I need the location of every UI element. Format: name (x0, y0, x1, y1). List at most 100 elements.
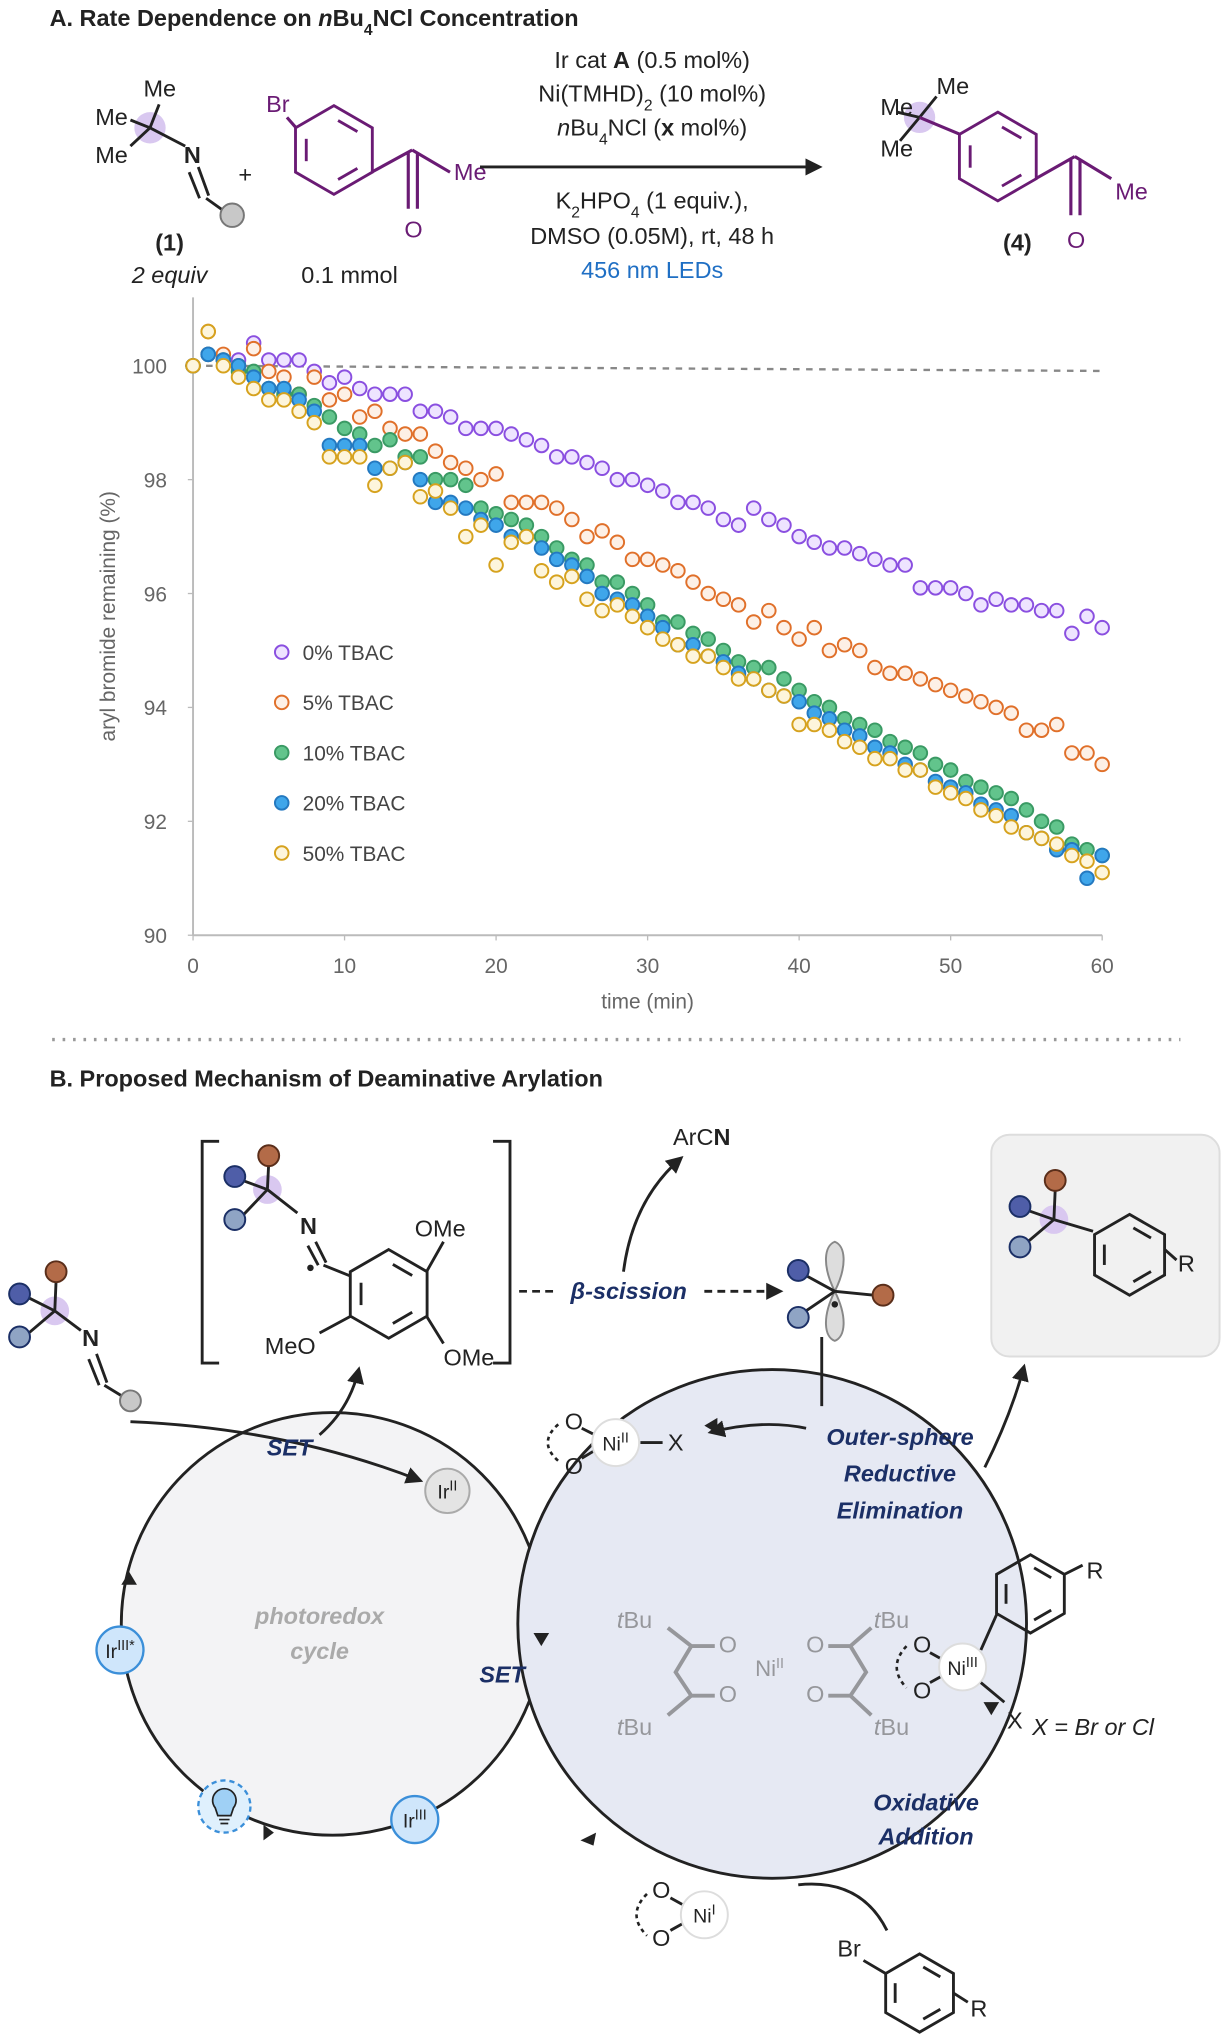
radical-intermediate (392, 1311, 413, 1325)
legend-marker (273, 694, 290, 711)
aryl-bromide (337, 167, 359, 181)
ni-tmhd: t (874, 1714, 882, 1740)
data-point (1003, 819, 1020, 835)
data-point (458, 420, 474, 437)
ni-ii-x (581, 1426, 596, 1460)
ni-ii-x: O (565, 1453, 583, 1479)
ni-ii-x: O (565, 1409, 583, 1435)
product-box: R (990, 1133, 1221, 1358)
ni-ii-x (591, 1418, 641, 1468)
product-box (1026, 1189, 1094, 1243)
aryl-bromide-mech (862, 1959, 969, 2004)
data-point (548, 574, 565, 590)
data-point (1048, 602, 1065, 619)
substrate (44, 1260, 68, 1284)
ni-ii-x: Ni (602, 1433, 620, 1455)
ni-tmhd: tBu (874, 1607, 909, 1633)
ni-i (635, 1892, 648, 1937)
data-point (1033, 602, 1050, 619)
data-point (670, 494, 686, 511)
data-point (685, 574, 701, 590)
conditions: x (661, 115, 674, 141)
reagent-1: (1) (155, 229, 184, 255)
y-tick-label: 92 (144, 811, 167, 834)
data-point (564, 511, 580, 528)
substrate (27, 1280, 82, 1335)
data-point (1048, 819, 1065, 835)
aryl-bromide: 0.1 mmol (301, 262, 398, 288)
conditions: Ni(TMHD)2 (10 mol%) (538, 81, 766, 115)
data-point (336, 420, 353, 437)
data-point (670, 637, 686, 653)
legend-label: 0% TBAC (303, 642, 394, 665)
data-point (548, 449, 565, 465)
data-point (624, 608, 641, 625)
legend-marker (273, 845, 290, 861)
conditions: (10 mol%) (653, 81, 766, 107)
legend-marker (273, 795, 290, 811)
conditions: K (556, 188, 572, 214)
data-point (200, 346, 216, 363)
data-point (973, 779, 989, 795)
ni-ii-x: NiII (602, 1430, 628, 1455)
data-point (1064, 745, 1080, 761)
ni-ii-x: O O NiII X (546, 1409, 807, 1479)
data-point (700, 585, 716, 602)
ir-ii: II (449, 1479, 457, 1495)
radical-intermediate: OMe (443, 1345, 494, 1371)
ni-iii (995, 1553, 1066, 1635)
data-point (867, 750, 883, 767)
product-box (1043, 1169, 1067, 1192)
data-point (1064, 625, 1080, 642)
data-point (700, 648, 716, 664)
data-point (685, 648, 701, 664)
data-point (791, 528, 807, 545)
section-b-title: B. Proposed Mechanism of Deaminative Ary… (50, 1066, 603, 1092)
ni-i (669, 1896, 683, 1932)
alkyl-radical (786, 1240, 895, 1407)
y-tick-label: 90 (144, 925, 167, 948)
ir-ii: IrII (437, 1479, 457, 1504)
data-point (715, 511, 732, 528)
ni-i: I (712, 1903, 716, 1919)
data-point (548, 551, 565, 568)
reagent-1: N (184, 142, 201, 168)
x-axis-label: time (min) (601, 990, 694, 1013)
data-point (503, 511, 519, 528)
conditions: Ni(TMHD) (538, 81, 644, 107)
data-point (245, 380, 262, 397)
radical-intermediate (306, 1241, 351, 1277)
data-point (351, 380, 368, 397)
data-point (518, 528, 535, 545)
data-point (1094, 756, 1110, 773)
data-point (942, 762, 959, 778)
series (185, 335, 1110, 642)
data-point (776, 671, 792, 687)
set-arrows: SET SET (130, 1366, 527, 1688)
product-box (1163, 1248, 1178, 1262)
section-a-title: A. Rate Dependence on nBu4NCl Concentrat… (50, 5, 579, 39)
product-box (1093, 1212, 1167, 1297)
aryl-bromide (337, 119, 359, 133)
product-4: Me (880, 94, 913, 120)
data-point (533, 540, 550, 556)
data-point (1064, 847, 1080, 864)
data-point (261, 363, 277, 380)
data-point (291, 403, 307, 420)
data-point (564, 449, 580, 465)
ni-iii: III (966, 1655, 978, 1671)
ni-iii: O (913, 1632, 931, 1658)
ni-ii-x (546, 1423, 560, 1462)
ir-iii: III (415, 1807, 427, 1823)
data-point (927, 779, 944, 795)
photoredox-label: photoredox (254, 1603, 385, 1629)
data-point (533, 437, 550, 454)
ni-tmhd: Bu (623, 1714, 652, 1740)
ni-ii-x (707, 1420, 807, 1438)
data-point (867, 551, 883, 568)
data-point (942, 682, 959, 699)
aryl-bromide: Br Me O 0.1 mmol (266, 91, 486, 288)
cycles (516, 1368, 1028, 1880)
data-point (594, 585, 610, 602)
